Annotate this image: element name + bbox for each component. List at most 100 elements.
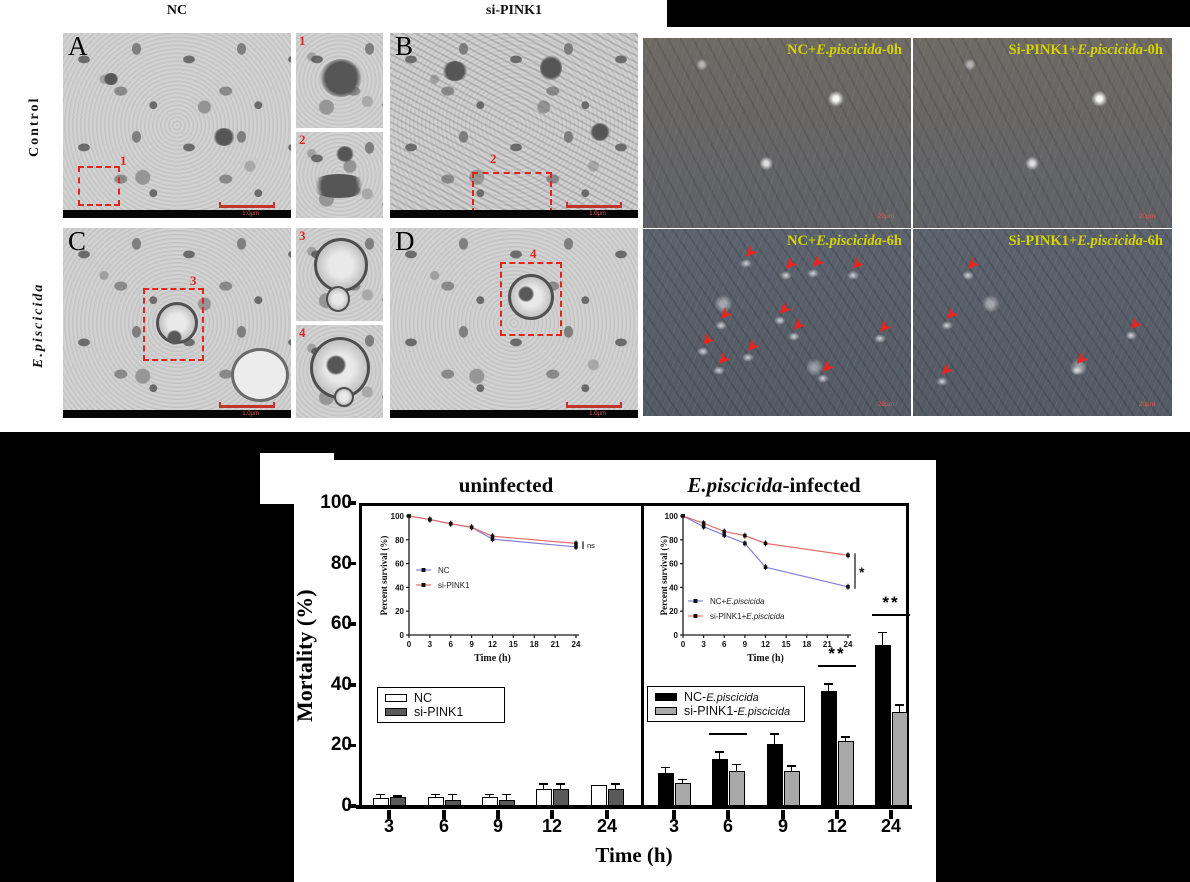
tem-inset-2: 2 [296, 132, 383, 218]
panel-divider [641, 503, 644, 806]
tem-column-header-nc: NC [166, 3, 188, 18]
y-axis-tick [348, 622, 356, 626]
y-axis-tick-label: 40 [330, 673, 352, 695]
legend-row: NC-E.piscicida [655, 690, 797, 704]
tem-scale-label: 1.0μm [589, 211, 606, 217]
mortality-bar [607, 789, 624, 806]
svg-text:NC: NC [438, 566, 450, 575]
tem-metadata-strip: 1.0μm [63, 210, 291, 218]
mortality-bar [711, 759, 728, 806]
mortality-bar [766, 743, 783, 806]
error-bar [827, 683, 830, 691]
error-bar [542, 783, 545, 790]
x-axis-tick-label: 24 [596, 816, 618, 836]
phase-panel-nc-0h: NC+E.piscicida-0h 20μm [643, 38, 911, 228]
svg-text:Time (h): Time (h) [474, 653, 511, 664]
svg-text:80: 80 [395, 536, 404, 545]
phase-panel-sipink1-0h: Si-PINK1+E.piscicida-0h 20μm [913, 38, 1172, 228]
tem-inset-1: 1 [296, 33, 383, 128]
tem-panel-letter: B [395, 33, 414, 61]
x-axis-tick [604, 810, 610, 819]
phase-panel-label: Si-PINK1+E.piscicida-6h [1008, 233, 1164, 249]
x-axis-tick-label: 6 [722, 816, 733, 836]
tem-inset-label: 1 [299, 33, 306, 48]
legend-label: NC [414, 691, 433, 705]
phase-panel-label: Si-PINK1+E.piscicida-0h [1008, 42, 1164, 58]
error-bar [898, 704, 901, 713]
svg-text:15: 15 [509, 640, 518, 649]
svg-text:20: 20 [395, 607, 404, 616]
svg-text:18: 18 [530, 640, 539, 649]
x-axis-tick [549, 810, 555, 819]
tem-metadata-strip: 1.0μm [63, 410, 291, 418]
tem-row-header-control: Control [27, 96, 42, 158]
svg-text:21: 21 [823, 640, 832, 649]
svg-text:60: 60 [669, 560, 678, 569]
phase-panel-nc-6h: NC+E.piscicida-6h 20μm ➤ ➤ ➤ ➤ ➤ ➤ ➤ ➤ ➤ ➤ ➤ ➤ [643, 229, 911, 416]
svg-text:12: 12 [488, 640, 497, 649]
y-axis-tick [348, 743, 356, 748]
y-axis-title: Mortality (%) [292, 589, 317, 723]
roi-box-label: 3 [190, 273, 197, 288]
inset-annotation: ns [587, 541, 595, 550]
phase-panel-sipink1-6h: Si-PINK1+E.piscicida-6h 20μm ➤ ➤ ➤ ➤ ➤ [913, 229, 1172, 416]
tem-column-header-sipink1: si-PINK1 [486, 3, 542, 18]
significance-stars: ** [828, 644, 846, 664]
error-bar [379, 793, 382, 799]
svg-text:80: 80 [669, 536, 678, 545]
tem-panel-letter: C [68, 228, 87, 256]
x-axis-tick-label: 3 [383, 816, 394, 836]
error-bar-cap [556, 783, 565, 785]
x-axis-tick [441, 810, 447, 819]
tem-scale-label: 1.0μm [589, 411, 606, 417]
error-bar-cap [431, 793, 440, 796]
x-axis-tick [834, 810, 840, 819]
significance-line [872, 613, 910, 616]
svg-text:3: 3 [428, 640, 433, 649]
tem-scalebar [219, 202, 275, 208]
svg-text:si-PINK1+E.piscicida: si-PINK1+E.piscicida [710, 612, 785, 621]
error-bar [881, 631, 884, 646]
legend-infected: NC-E.piscicida si-PINK1-E.piscicida [647, 686, 805, 722]
tem-metadata-strip: 1.0μm [390, 410, 638, 418]
legend-label: si-PINK1 [414, 705, 464, 719]
error-bar-cap [502, 793, 511, 796]
survival-inset-infected: 0 20 40 60 80 100 0 3 6 9 12 15 18 21 24 Percent surviv… [659, 512, 865, 664]
error-bar [790, 765, 793, 772]
tem-inset-label: 4 [299, 325, 306, 340]
x-axis-tick-label: 12 [541, 816, 563, 836]
panel-title-uninfected: uninfected [458, 473, 554, 497]
x-axis-tick-label: 12 [826, 816, 848, 836]
legend-swatch-sipink1-ep [655, 707, 677, 715]
mortality-bar [783, 771, 800, 806]
error-bar [773, 733, 776, 744]
error-bar-cap [732, 763, 741, 766]
x-axis-tick-label: 3 [668, 816, 679, 836]
svg-text:24: 24 [844, 640, 853, 649]
svg-text:0: 0 [400, 631, 405, 640]
error-bar [844, 736, 847, 741]
svg-text:6: 6 [449, 640, 454, 649]
tem-inset-3: 3 [296, 228, 383, 321]
roi-box [472, 172, 552, 214]
error-bar-cap [539, 783, 548, 785]
mortality-bar [874, 645, 891, 806]
svg-text:40: 40 [669, 583, 678, 592]
legend-swatch-sipink1 [385, 708, 407, 716]
phase-scalebar: 20μm [1138, 401, 1156, 408]
tem-scalebar [566, 402, 622, 408]
roi-box-label: 2 [490, 151, 497, 166]
error-bar-cap [393, 795, 402, 797]
tem-scalebar [219, 402, 275, 408]
mortality-bar [590, 784, 607, 806]
legend-row: si-PINK1 [385, 705, 497, 719]
svg-text:9: 9 [469, 640, 474, 649]
error-bar-cap [841, 736, 850, 738]
svg-text:0: 0 [674, 631, 679, 640]
phase-panel-label: NC+E.piscicida-0h [786, 42, 902, 58]
roi-box-label: 4 [530, 246, 537, 261]
error-bar [559, 783, 562, 790]
tem-panel-c: C 3 1.0μm [63, 228, 291, 418]
phase-scalebar: 20μm [877, 401, 895, 408]
